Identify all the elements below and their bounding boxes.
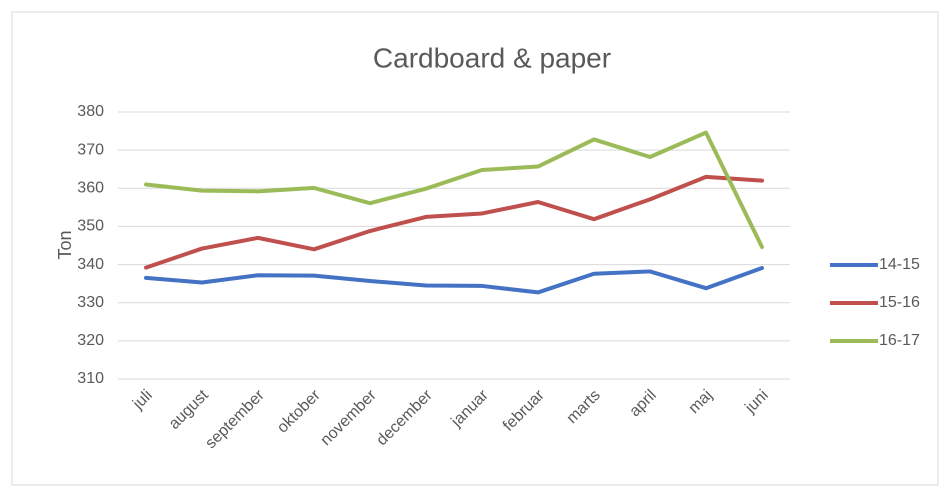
- chart-title: Cardboard & paper: [373, 42, 611, 73]
- legend-label: 15-16: [879, 294, 920, 311]
- series-line: [144, 130, 764, 250]
- y-tick-label: 350: [77, 218, 104, 235]
- y-tick-label: 380: [77, 103, 104, 120]
- y-tick-label: 370: [77, 141, 104, 158]
- legend-label: 16-17: [879, 332, 920, 349]
- y-tick-label: 320: [77, 332, 104, 349]
- chart-border: [11, 11, 939, 486]
- y-tick-label: 310: [77, 370, 104, 387]
- y-axis-label: Ton: [55, 230, 75, 259]
- legend-label: 14-15: [879, 256, 920, 273]
- series-line: [144, 174, 764, 270]
- y-tick-label: 330: [77, 294, 104, 311]
- y-tick-label: 360: [77, 180, 104, 197]
- y-tick-label: 340: [77, 256, 104, 273]
- series-line: [144, 266, 764, 295]
